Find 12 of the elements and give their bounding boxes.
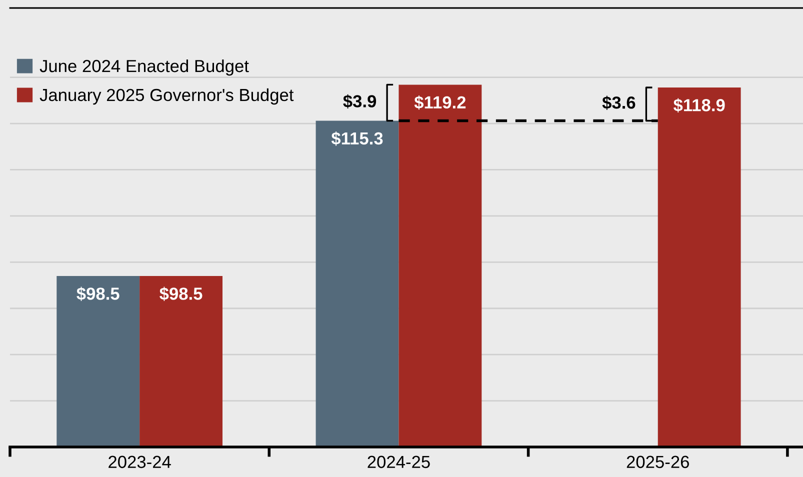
x-tick-label: 2025-26 <box>626 456 689 468</box>
annotation: $3.6 <box>602 96 636 110</box>
data-label: $119.2 <box>414 95 466 110</box>
data-label: $118.9 <box>674 98 725 112</box>
data-label: $98.5 <box>160 286 202 301</box>
annotation: $3.9 <box>343 94 376 109</box>
legend-label: June 2024 Enacted Budget <box>40 59 249 76</box>
legend-label: January 2025 Governor's Budget <box>40 88 294 105</box>
data-label: $98.5 <box>76 286 120 301</box>
x-tick-label: 2023-24 <box>108 456 171 468</box>
x-tick-label: 2024-25 <box>368 456 430 468</box>
data-label: $115.3 <box>331 132 383 146</box>
